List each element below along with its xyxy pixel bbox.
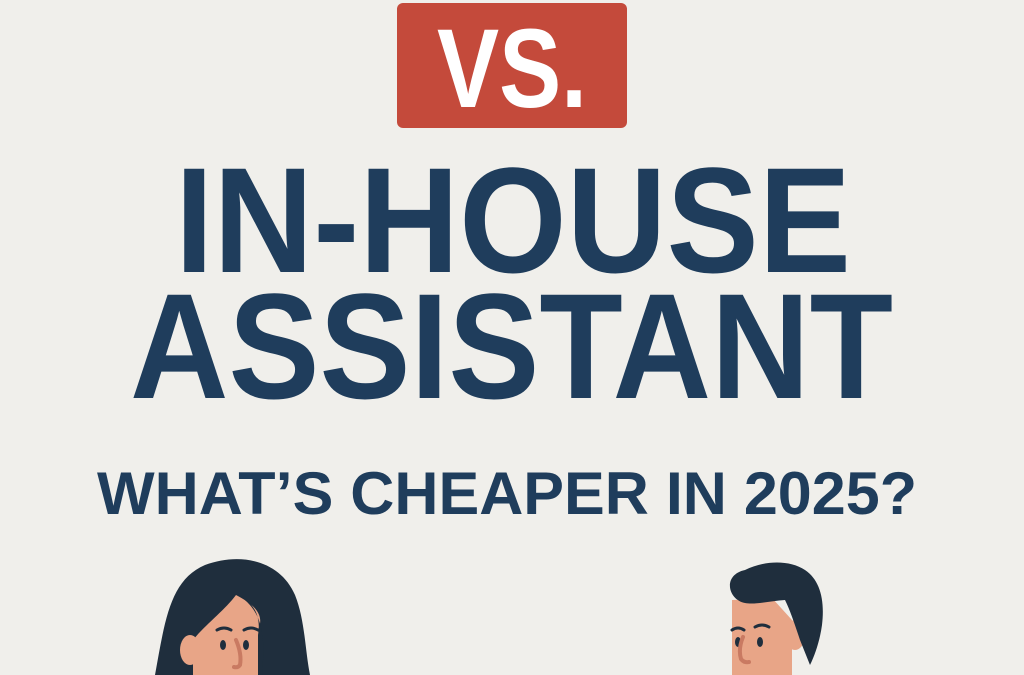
headline-line-2: ASSISTANT — [130, 262, 893, 430]
vs-badge-label: VS. — [437, 6, 587, 131]
subtitle: WHAT’S CHEAPER IN 2025? — [97, 460, 917, 527]
woman-face — [193, 595, 262, 675]
headline-line-1: IN-HOUSE — [175, 136, 851, 304]
man-hair — [729, 562, 823, 665]
vs-badge — [397, 3, 627, 128]
man-face — [732, 598, 792, 675]
woman-face-illustration — [155, 559, 310, 675]
man-face-illustration — [729, 562, 823, 675]
woman-ear — [180, 635, 200, 665]
